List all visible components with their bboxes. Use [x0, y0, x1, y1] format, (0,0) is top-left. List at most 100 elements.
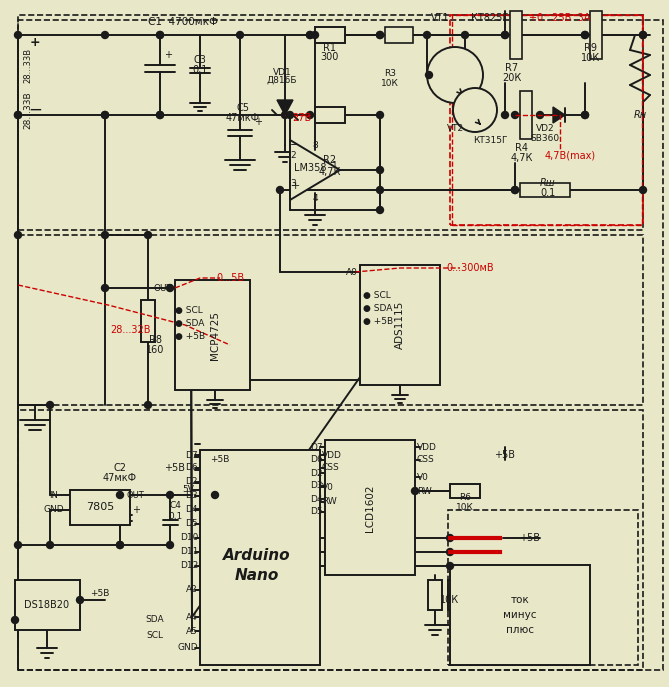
Text: 160: 160 — [146, 345, 164, 355]
Text: SDA: SDA — [146, 616, 165, 624]
Bar — [452, 15, 642, 225]
Text: SB360: SB360 — [531, 133, 559, 142]
Text: ● SDA: ● SDA — [175, 319, 204, 328]
Circle shape — [306, 32, 314, 38]
Circle shape — [581, 111, 589, 118]
Text: LM358: LM358 — [294, 163, 326, 173]
Text: V0: V0 — [322, 482, 334, 491]
Bar — [428, 580, 442, 610]
Bar — [510, 11, 522, 59]
Circle shape — [76, 596, 84, 603]
Text: Arduino: Arduino — [223, 548, 291, 563]
Circle shape — [502, 111, 508, 118]
Circle shape — [453, 88, 497, 132]
Text: 2: 2 — [290, 150, 296, 159]
Text: OUT: OUT — [153, 284, 172, 293]
Circle shape — [15, 111, 21, 118]
Text: 0.1: 0.1 — [541, 188, 556, 198]
Text: Rн: Rн — [634, 110, 646, 120]
Text: ● SCL: ● SCL — [175, 306, 203, 315]
Text: +0...25В  3А: +0...25В 3А — [529, 13, 591, 23]
Bar — [385, 27, 413, 43]
Text: +: + — [164, 50, 172, 60]
Circle shape — [157, 32, 163, 38]
Text: VD2: VD2 — [536, 124, 555, 133]
Text: ● +5В: ● +5В — [175, 332, 205, 341]
Bar — [200, 450, 320, 665]
Circle shape — [102, 232, 108, 238]
Bar — [315, 107, 345, 123]
Circle shape — [512, 186, 518, 194]
Text: 10К: 10К — [456, 502, 474, 512]
Circle shape — [167, 491, 173, 499]
Text: VD1: VD1 — [273, 67, 292, 76]
Circle shape — [116, 541, 124, 548]
Text: D2: D2 — [310, 469, 323, 477]
Bar — [315, 27, 345, 43]
Circle shape — [211, 491, 219, 499]
Text: D6: D6 — [310, 455, 323, 464]
Circle shape — [425, 71, 432, 78]
Bar — [448, 580, 462, 610]
Circle shape — [11, 616, 19, 624]
Circle shape — [116, 491, 124, 499]
Text: ● +5В: ● +5В — [363, 317, 393, 326]
Text: D10: D10 — [179, 534, 198, 543]
Circle shape — [167, 541, 173, 548]
Polygon shape — [277, 100, 293, 115]
Circle shape — [145, 232, 151, 238]
Text: 28...32В: 28...32В — [110, 325, 151, 335]
Text: ● SCL: ● SCL — [363, 291, 391, 300]
Text: D4: D4 — [310, 495, 323, 504]
Text: 47мкФ: 47мкФ — [226, 113, 260, 123]
Text: D4: D4 — [185, 506, 198, 515]
Text: КТ825Г: КТ825Г — [472, 13, 508, 23]
Bar — [450, 565, 590, 665]
Text: ток: ток — [510, 595, 529, 605]
Text: D2: D2 — [185, 477, 198, 486]
Text: Д816Б: Д816Б — [267, 76, 297, 85]
Text: D11: D11 — [179, 548, 198, 556]
Circle shape — [640, 186, 646, 194]
Text: CSS: CSS — [417, 455, 435, 464]
Circle shape — [537, 111, 543, 118]
Text: RW: RW — [322, 497, 337, 506]
Circle shape — [377, 166, 383, 174]
Text: +5В: +5В — [520, 533, 541, 543]
Text: 7805: 7805 — [86, 502, 114, 512]
Text: 5V: 5V — [182, 486, 194, 495]
Circle shape — [157, 111, 163, 118]
Text: GND: GND — [177, 644, 198, 653]
Circle shape — [512, 186, 518, 194]
Text: D7: D7 — [185, 451, 198, 460]
Text: D3: D3 — [185, 491, 198, 501]
Circle shape — [581, 32, 589, 38]
Text: CSS: CSS — [322, 464, 340, 473]
Text: OUT: OUT — [126, 491, 144, 499]
Circle shape — [640, 32, 646, 38]
Text: 4: 4 — [312, 194, 318, 203]
Circle shape — [427, 47, 483, 103]
Circle shape — [423, 32, 430, 38]
Text: +: + — [29, 36, 40, 49]
Text: +: + — [290, 181, 300, 191]
Circle shape — [102, 111, 108, 118]
Text: VDD: VDD — [417, 442, 437, 451]
Circle shape — [581, 111, 589, 118]
Text: R2: R2 — [323, 155, 337, 165]
Circle shape — [377, 32, 383, 38]
Text: 27В: 27В — [292, 113, 312, 123]
Circle shape — [306, 111, 314, 118]
Circle shape — [47, 541, 54, 548]
Text: Rш: Rш — [540, 178, 556, 188]
Circle shape — [237, 32, 244, 38]
Bar — [590, 11, 602, 59]
Bar — [520, 91, 532, 139]
Circle shape — [502, 32, 508, 38]
Text: RW: RW — [417, 486, 432, 495]
Circle shape — [312, 32, 318, 38]
Text: 300: 300 — [321, 52, 339, 62]
Circle shape — [157, 111, 163, 118]
Text: 4,7К: 4,7К — [511, 153, 533, 163]
Text: 0,1: 0,1 — [168, 512, 182, 521]
